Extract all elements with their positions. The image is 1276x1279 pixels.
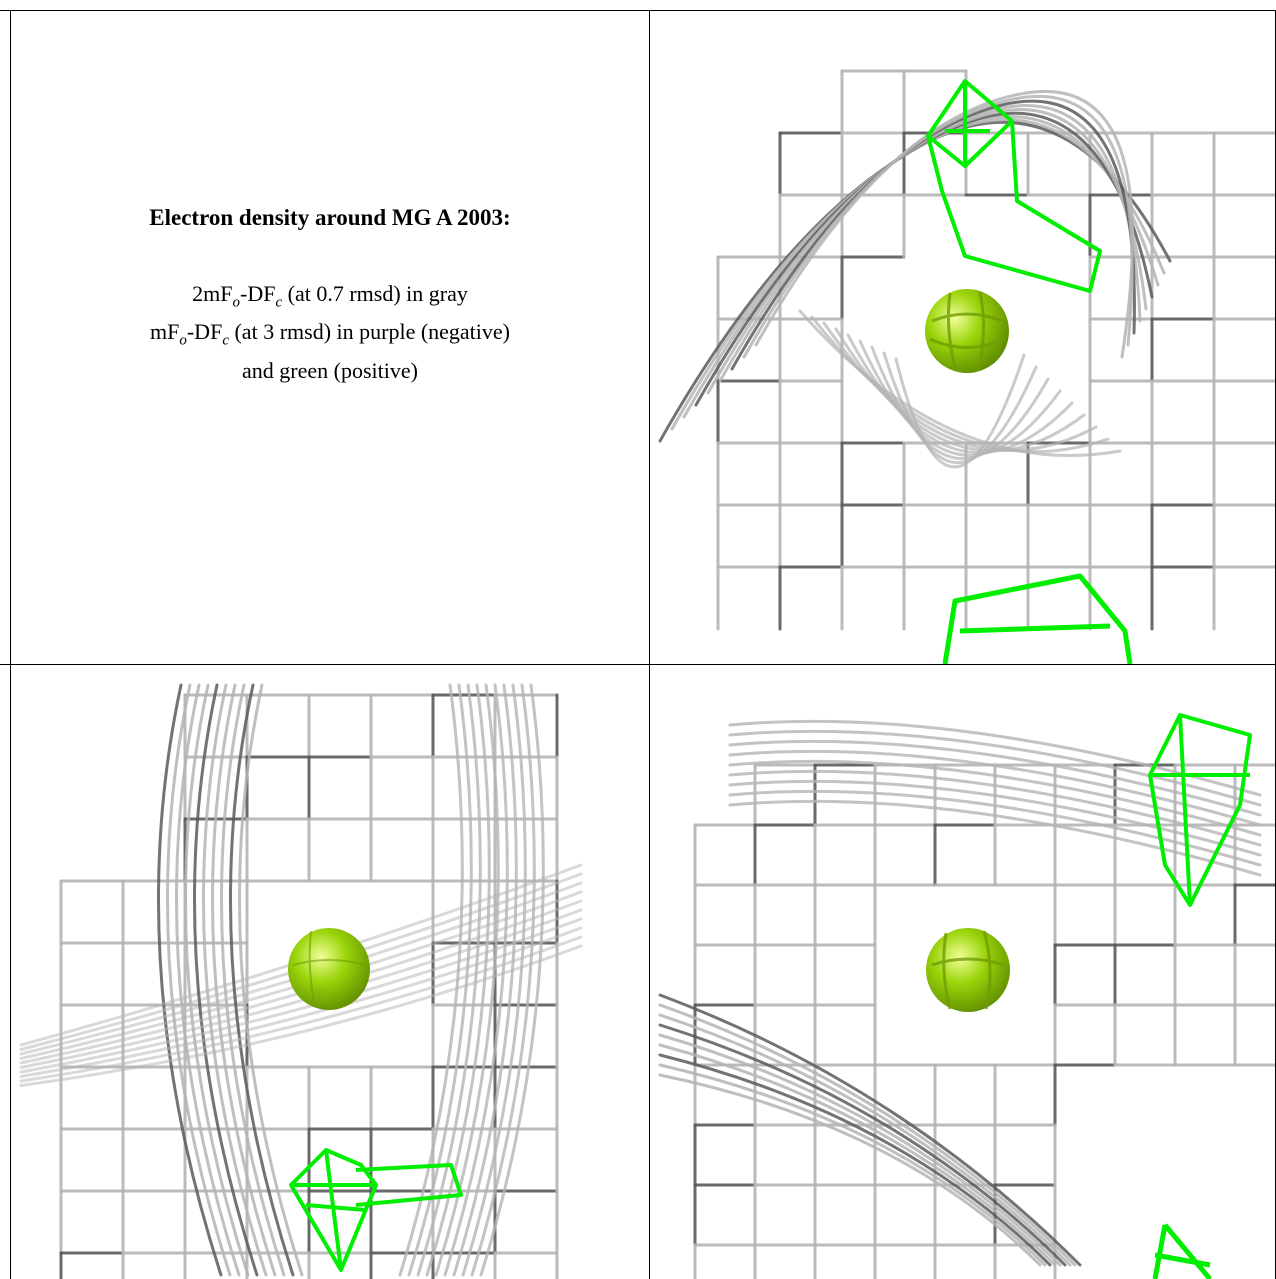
mesh-curve — [443, 683, 509, 1277]
mesh-curve — [238, 683, 304, 1277]
mesh-curve — [19, 944, 583, 1087]
mesh-curve — [175, 683, 241, 1277]
caption-line-2-part: mF — [150, 319, 180, 345]
table-border-middle — [649, 10, 650, 1279]
caption-title: Electron density around MG A 2003: — [149, 205, 511, 230]
mesh-curve — [220, 683, 286, 1277]
mesh-curve — [658, 1053, 1052, 1267]
mesh-curve — [1152, 1223, 1212, 1279]
mesh-curve — [452, 683, 518, 1277]
mesh-curve — [926, 79, 1102, 293]
mesh-curve — [822, 321, 1098, 452]
mesh-curve — [658, 993, 1082, 1267]
caption-line-2-sub: c — [222, 332, 229, 349]
density-mesh-positive — [1148, 713, 1252, 1279]
mesh-curve — [398, 683, 464, 1277]
caption-line-1-part: (at 0.7 rmsd) in gray — [282, 281, 468, 306]
mesh-curve — [728, 769, 1262, 847]
mesh-curve — [1150, 714, 1250, 906]
mesh-curve — [694, 111, 1154, 407]
mesh-curve — [157, 683, 223, 1277]
mesh-curve — [810, 315, 1110, 454]
mesh-curve — [470, 683, 536, 1277]
mesh-curve — [926, 81, 1014, 168]
density-mesh-positive — [926, 79, 1133, 664]
mesh-curve — [229, 683, 295, 1277]
mesh-curve — [166, 683, 232, 1277]
density-view-svg — [658, 713, 1275, 1279]
mesh-curve — [19, 935, 583, 1083]
mesh-curve — [291, 1149, 376, 1271]
mesh-curve — [658, 1013, 1072, 1267]
density-mesh-positive — [289, 1148, 463, 1272]
mesh-curve — [730, 99, 1136, 371]
mesh-curve — [754, 90, 1134, 359]
mesh-curve — [193, 683, 259, 1277]
density-view-svg — [19, 683, 583, 1279]
view-bottom-left — [11, 665, 649, 1279]
density-view-svg — [658, 69, 1275, 664]
caption-line-1-sub: c — [275, 294, 283, 311]
mesh-curve — [658, 1063, 1047, 1267]
view-bottom-right — [650, 665, 1275, 1279]
density-mesh-gray — [19, 683, 583, 1279]
mesh-curve — [870, 345, 1050, 461]
mesh-curve — [858, 339, 1062, 457]
mesh-curve — [658, 1033, 1062, 1267]
caption-line-3: and green (positive) — [242, 357, 418, 383]
mesh-curve — [728, 719, 1262, 797]
mesh-curve — [479, 683, 545, 1277]
mesh-curve — [658, 1023, 1067, 1267]
mesh-curve — [19, 917, 583, 1074]
caption-line-2-part: (at 3 rmsd) in purple (negative) — [228, 319, 510, 345]
mg-ion-sphere — [926, 928, 1010, 1012]
mesh-curve — [658, 1043, 1057, 1267]
mesh-curve — [658, 1073, 1042, 1267]
table-border-left — [10, 10, 11, 1279]
mesh-curve — [728, 729, 1262, 807]
caption-line-1-part: -DF — [240, 281, 276, 306]
density-mesh-gray — [658, 719, 1275, 1279]
mesh-curve — [834, 327, 1086, 453]
caption-line-1-sub: o — [232, 294, 241, 311]
caption-line-1: 2mFo-DFc (at 0.7 rmsd) in gray — [30, 279, 630, 317]
mesh-curve — [846, 333, 1074, 454]
mesh-curve — [202, 683, 268, 1277]
mesh-curve — [289, 1148, 378, 1272]
mesh-curve — [882, 351, 1038, 465]
mesh-curve — [728, 759, 1262, 837]
mesh-curve — [407, 683, 473, 1277]
mesh-curve — [19, 926, 583, 1078]
caption-line-2: mFo-DFc (at 3 rmsd) in purple (negative) — [30, 317, 630, 355]
mesh-curve — [728, 779, 1262, 857]
mesh-curve — [184, 683, 250, 1277]
mesh-curve — [728, 749, 1262, 827]
caption-cell: Electron density around MG A 2003: 2mFo-… — [30, 205, 630, 386]
mesh-curve — [706, 108, 1148, 395]
mesh-curve — [355, 1163, 463, 1207]
caption-line-1-part: 2mF — [192, 281, 233, 306]
mesh-curve — [425, 683, 491, 1277]
caption-line-2-sub: o — [179, 332, 187, 349]
mesh-curve — [728, 789, 1262, 867]
mesh-curve — [718, 104, 1142, 383]
mesh-curve — [942, 573, 1133, 664]
caption-line-2-part: -DF — [186, 319, 223, 345]
mg-ion-sphere — [288, 928, 370, 1010]
mg-ion-sphere — [925, 289, 1009, 373]
view-top-right — [650, 11, 1275, 664]
mesh-curve — [894, 353, 1026, 469]
mesh-curve — [211, 683, 277, 1277]
mesh-curve — [728, 739, 1262, 817]
table-border-top — [0, 10, 1276, 11]
mesh-curve — [461, 683, 527, 1277]
mesh-curve — [658, 1003, 1077, 1267]
mesh-curve — [742, 94, 1134, 359]
mesh-curve — [682, 115, 1160, 419]
mesh-curve — [728, 799, 1262, 877]
table-border-row — [0, 664, 1276, 665]
